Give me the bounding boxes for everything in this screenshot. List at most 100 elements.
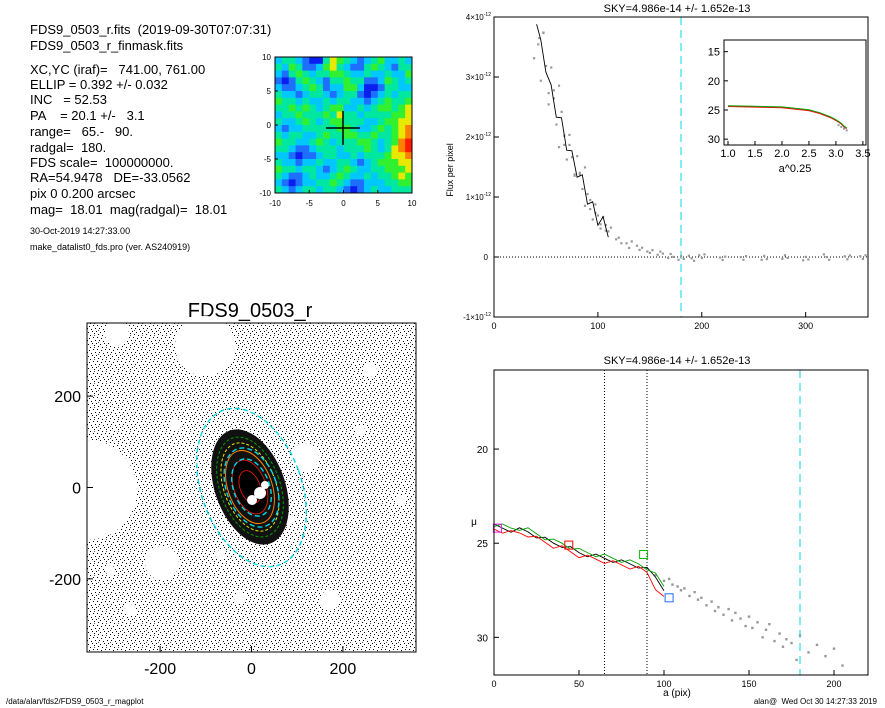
heatmap-cell <box>343 84 351 92</box>
galaxy-isophote <box>231 459 269 515</box>
heatmap-cell <box>405 84 413 92</box>
file-title: FDS9_0503_r.fits (2019-09-30T07:07:31) <box>30 22 272 37</box>
heatmap-cell <box>309 159 317 167</box>
heatmap-cell <box>343 172 351 180</box>
heatmap-cell <box>295 131 303 140</box>
inset-xtick: 2.5 <box>801 148 816 160</box>
flux-point <box>557 84 561 87</box>
mu-point <box>739 617 742 620</box>
heatmap-cell <box>281 57 290 65</box>
heatmap-cell <box>302 172 310 180</box>
heatmap-cell <box>288 152 297 160</box>
heatmap-cell <box>357 186 365 194</box>
flux-point <box>563 134 566 137</box>
flux-ytick-exponent: -12 <box>484 132 491 138</box>
heatmap-cell <box>295 84 303 92</box>
flux-point <box>648 251 652 254</box>
heatmap-cell <box>384 125 392 133</box>
heatmap-cell <box>364 145 372 153</box>
flux-point <box>763 254 766 258</box>
heatmap-cell <box>295 57 303 65</box>
flux-point <box>586 193 589 196</box>
mu-model-line <box>493 528 665 597</box>
heatmap-cell <box>288 145 297 153</box>
heatmap-cell <box>377 63 386 72</box>
heatmap-cell <box>322 138 331 146</box>
flux-point <box>589 199 592 202</box>
heatmap-cell <box>357 152 365 160</box>
flux-point <box>783 254 787 257</box>
heatmap-cell <box>295 145 303 153</box>
flux-point <box>692 259 696 262</box>
heatmap-cell <box>281 77 290 85</box>
heatmap-cell <box>343 63 351 72</box>
heatmap-cell <box>384 186 392 194</box>
flux-point <box>802 259 805 262</box>
heatmap-cell <box>329 97 338 106</box>
heatmap-cell <box>309 97 317 106</box>
flux-ylabel: Flux per pixel <box>445 143 455 197</box>
heatmap-cell <box>275 57 283 65</box>
heatmap-cell <box>357 63 365 72</box>
flux-ytick-exponent: -12 <box>484 12 491 18</box>
image-ytick: -200 <box>49 572 81 589</box>
heatmap-cell <box>398 84 406 92</box>
image-xtick: 200 <box>330 661 357 678</box>
heatmap-cell <box>275 179 283 187</box>
heatmap-cell <box>398 77 406 85</box>
heatmap-cell <box>384 131 392 140</box>
heatmap-cell <box>391 91 399 99</box>
heatmap-cell <box>288 57 297 65</box>
mu-point <box>705 604 708 607</box>
heatmap-cell <box>322 118 331 126</box>
heatmap-cell <box>370 91 379 99</box>
heatmap-cell <box>370 70 379 78</box>
heatmap-cell <box>343 159 351 167</box>
heatmap-cell <box>391 165 399 174</box>
heatmap-cell <box>295 97 303 106</box>
heatmap-cell <box>405 57 413 65</box>
heatmap-cell <box>384 179 392 187</box>
heatmap-cell <box>405 145 413 153</box>
heatmap-cell <box>322 91 331 99</box>
heatmap-cell <box>295 91 303 99</box>
run-date: 30-Oct-2019 14:27:33.00 <box>30 226 131 236</box>
flux-ytick-exponent: -12 <box>484 192 491 198</box>
heatmap-cell <box>384 118 392 126</box>
heatmap-cell <box>309 131 317 140</box>
flux-point <box>599 227 602 230</box>
flux-point <box>687 254 690 257</box>
heatmap-cell <box>343 70 351 78</box>
inset-xtick: 2.0 <box>774 148 789 160</box>
heatmap-ytick: 5 <box>267 87 272 96</box>
flux-point <box>625 242 628 245</box>
inset-background <box>723 39 867 146</box>
heatmap-cell <box>343 91 351 99</box>
heatmap-cell <box>357 84 365 92</box>
flux-point <box>538 37 541 40</box>
heatmap-cell <box>275 165 283 174</box>
mu-point <box>730 619 734 622</box>
heatmap-cell <box>329 70 338 78</box>
heatmap-cell <box>398 179 406 187</box>
heatmap-cell <box>316 179 324 187</box>
heatmap-cell <box>350 179 358 187</box>
mask-blob <box>234 592 246 604</box>
heatmap-cell <box>322 77 331 85</box>
heatmap-cell <box>329 57 338 65</box>
heatmap-cell <box>377 70 386 78</box>
heatmap-cell <box>398 172 406 180</box>
mu-point <box>756 621 759 624</box>
inset-ytick: 30 <box>708 134 720 146</box>
heatmap-cell <box>281 186 290 194</box>
heatmap-cell <box>405 131 413 140</box>
heatmap-cell <box>364 125 372 133</box>
mask-blob <box>261 481 269 489</box>
flux-point <box>721 258 724 262</box>
heatmap-cell <box>281 125 290 133</box>
heatmap-cell <box>405 77 413 85</box>
heatmap-cell <box>316 159 324 167</box>
param-inc: INC = 52.53 <box>30 92 107 107</box>
inset-curve-green <box>727 105 847 129</box>
